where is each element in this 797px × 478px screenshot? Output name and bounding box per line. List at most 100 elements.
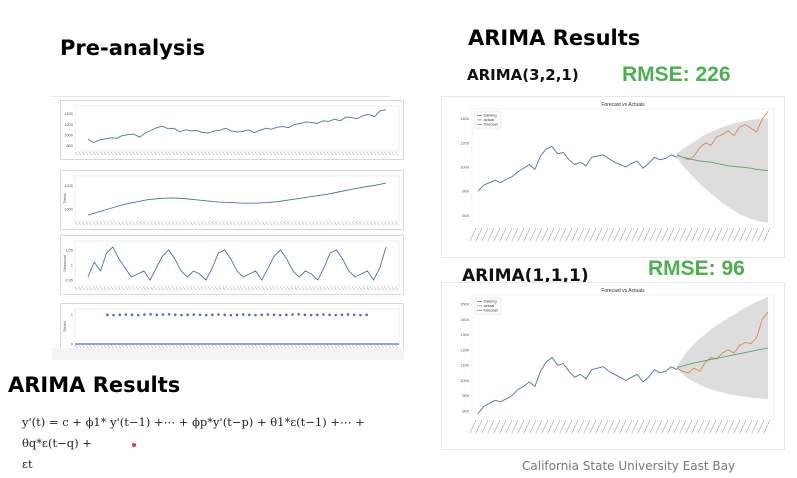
decomposition-seasonal-xtick-54	[269, 286, 273, 291]
arima-111-forecast-xtick-40	[709, 419, 717, 434]
decomposition-residual-xtick-73	[337, 344, 341, 349]
pointer-dot	[132, 443, 136, 447]
decomposition-observed-xtick-16	[132, 151, 136, 156]
decomposition-observed-xtick-9	[107, 151, 111, 156]
decomposition-seasonal-xtick-43	[229, 286, 233, 291]
forecast-321-panel: Forecast vs Actuals 1400 1200 1000 800 600 tra…	[441, 96, 785, 258]
decomposition-observed-xtick-39	[215, 151, 219, 156]
decomposition-trend-xtick-49	[251, 221, 255, 226]
decomposition-observed-xtick-27	[172, 151, 175, 156]
decomposition-trend-xtick-13	[121, 221, 125, 226]
decomposition-residual-point-33	[309, 313, 313, 317]
decomposition-trend-xtick-34	[197, 221, 201, 226]
decomposition-seasonal-xtick-64	[305, 286, 309, 291]
decomposition-trend-xtick-33	[193, 221, 197, 226]
decomposition-trend-xtick-77	[352, 221, 355, 226]
decomposition-trend-xtick-55	[272, 221, 276, 226]
arima-321-forecast-ytick-3: 800	[462, 189, 469, 194]
formula-line-1: y'(t) = c + ϕ1* y'(t−1) +⋯ + ϕp*y'(t−p) …	[22, 415, 365, 450]
decomposition-residual-xtick-83	[373, 344, 377, 349]
decomposition-observed-xtick-22	[154, 151, 157, 156]
decomposition-residual-point-29	[285, 313, 288, 317]
decomposition-residual-xtick-21	[150, 344, 154, 349]
decomposition-trend-ylabel: Trend	[62, 193, 67, 203]
decomposition-observed-xtick-55	[272, 151, 276, 156]
decomposition-residual-point-24	[254, 313, 257, 317]
decomposition-seasonal-xtick-48	[247, 286, 251, 291]
arima-111-forecast-xtick-14	[553, 419, 561, 434]
arima-321-forecast-xtick-33	[667, 227, 675, 242]
decomposition-trend-xtick-57	[280, 221, 283, 226]
arima-321-forecast-legend-label-0: training	[484, 113, 497, 118]
decomposition-residual-xtick-47	[244, 344, 247, 349]
arima-111-forecast-ytick-2: 1300	[460, 332, 470, 337]
decomposition-trend-xtick-80	[362, 221, 366, 226]
decomposition-seasonal-xtick-63	[301, 286, 305, 291]
decomposition-seasonal-xtick-20	[146, 286, 150, 291]
decomposition-observed-xtick-49	[251, 151, 255, 156]
arima-321-forecast-xtick-9	[523, 227, 531, 242]
decomposition-observed-xtick-41	[222, 151, 226, 156]
decomposition-trend-xtick-73	[337, 221, 341, 226]
arima-321-forecast-xtick-8	[517, 227, 525, 242]
decomposition-trend-xtick-48	[247, 221, 251, 226]
decomposition-seasonal-xtick-82	[370, 286, 373, 291]
arima-111-forecast-xtick-31	[655, 419, 663, 434]
decomposition-residual-xtick-20	[146, 344, 150, 349]
decomposition-observed-xtick-13	[121, 151, 125, 156]
decomposition-residual-xtick-9	[107, 344, 111, 349]
decomposition-seasonal-xtick-52	[262, 286, 265, 291]
decomposition-seasonal-xtick-31	[186, 286, 190, 291]
decomposition-observed-xtick-86	[384, 151, 388, 156]
decomposition-residual-xtick-4	[89, 344, 93, 349]
decomposition-observed-xtick-75	[344, 151, 348, 156]
arima-formula: y'(t) = c + ϕ1* y'(t−1) +⋯ + ϕp*y'(t−p) …	[22, 412, 422, 475]
decomposition-residual-xtick-23	[157, 344, 161, 349]
arima-111-forecast-xtick-1	[475, 419, 483, 434]
decomposition-seasonal-xtick-4	[89, 286, 93, 291]
decomposition-residual-xtick-31	[186, 344, 190, 349]
arima-321-forecast-xtick-10	[529, 227, 537, 242]
decomposition-residual-xtick-36	[204, 344, 208, 349]
decomposition-seasonal-xtick-49	[251, 286, 255, 291]
decomposition-observed-xtick-72	[334, 151, 337, 156]
decomposition-seasonal-plot-area	[74, 240, 400, 287]
decomposition-residual-xtick-19	[143, 344, 147, 349]
decomposition-trend-panel: 1200 1000 Trend	[60, 170, 404, 230]
decomposition-observed-xtick-77	[352, 151, 355, 156]
decomposition-residual-xtick-32	[190, 344, 193, 349]
decomposition-observed-xtick-28	[175, 151, 179, 156]
decomposition-observed-xtick-51	[258, 151, 262, 156]
arima-111-forecast-xtick-6	[505, 419, 513, 434]
decomposition-seasonal-xtick-39	[215, 286, 219, 291]
decomposition-observed-ytick-1: 1200	[64, 122, 74, 127]
divider	[52, 96, 390, 97]
decomposition-observed-xtick-47	[244, 151, 247, 156]
arima-321-forecast-xtick-11	[535, 227, 543, 242]
decomposition-trend-xtick-45	[236, 221, 240, 226]
arima-321-forecast-xtick-40	[709, 227, 717, 242]
decomposition-seasonal-xtick-11	[114, 286, 118, 291]
decomposition-seasonal-xtick-44	[233, 286, 237, 291]
decomposition-trend-xtick-17	[136, 221, 139, 226]
decomposition-observed-xtick-15	[128, 151, 132, 156]
arima-321-forecast-xtick-23	[607, 227, 615, 242]
decomposition-seasonal-xtick-23	[157, 286, 161, 291]
arima-321-forecast-confidence-band	[677, 118, 768, 223]
arima-111-forecast-legend-label-1: actual	[484, 303, 495, 308]
decomposition-trend-xtick-2	[82, 221, 85, 226]
decomposition-trend-xtick-50	[254, 221, 258, 226]
arima-111-forecast-xtick-26	[625, 419, 633, 434]
decomposition-observed-xtick-8	[103, 151, 107, 156]
arima-321-forecast-xtick-27	[631, 227, 639, 242]
decomposition-seasonal-line	[87, 246, 387, 281]
decomposition-trend-xtick-11	[114, 221, 118, 226]
decomposition-trend-xtick-70	[326, 221, 330, 226]
decomposition-seasonal-xtick-66	[312, 286, 316, 291]
arima-321-forecast-xtick-6	[505, 227, 513, 242]
decomposition-residual-xtick-25	[164, 344, 168, 349]
decomposition-seasonal-xtick-9	[107, 286, 111, 291]
decomposition-residual-xtick-48	[247, 344, 251, 349]
decomposition-residual-xtick-45	[236, 344, 240, 349]
decomposition-trend-xtick-72	[334, 221, 337, 226]
